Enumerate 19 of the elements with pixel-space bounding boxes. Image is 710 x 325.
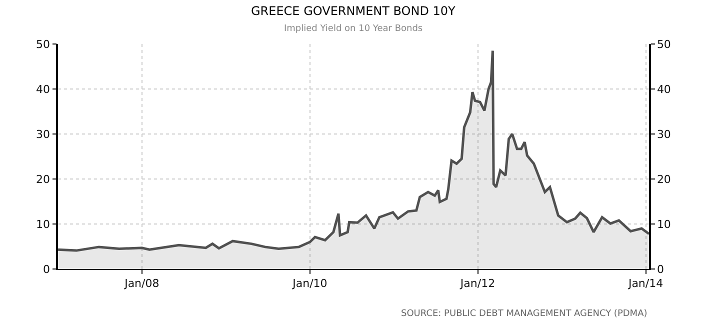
y2-tick-label: 40 bbox=[656, 82, 671, 96]
source-note: SOURCE: PUBLIC DEBT MANAGEMENT AGENCY (PDMA) bbox=[401, 309, 648, 319]
y-tick-label: 10 bbox=[36, 218, 50, 231]
y2-tick-label: 20 bbox=[656, 172, 671, 186]
y2-tick-label: 0 bbox=[656, 262, 664, 276]
x-tick-label: Jan/14 bbox=[627, 277, 664, 290]
y2-tick-label: 10 bbox=[656, 218, 671, 231]
y-tick-label: 0 bbox=[43, 262, 50, 276]
chart-subtitle: Implied Yield on 10 Year Bonds bbox=[284, 24, 423, 34]
y2-tick-label: 30 bbox=[656, 128, 671, 141]
x-tick-label: Jan/12 bbox=[459, 277, 496, 290]
x-tick-label: Jan/10 bbox=[292, 277, 328, 290]
y-tick-label: 30 bbox=[36, 128, 50, 141]
y-tick-label: 50 bbox=[36, 38, 50, 51]
y-tick-label: 40 bbox=[36, 82, 50, 96]
x-tick-label: Jan/08 bbox=[124, 277, 160, 290]
y-tick-label: 20 bbox=[36, 172, 50, 186]
chart-title: GREECE GOVERNMENT BOND 10Y bbox=[251, 4, 456, 18]
y2-tick-label: 50 bbox=[656, 38, 671, 51]
